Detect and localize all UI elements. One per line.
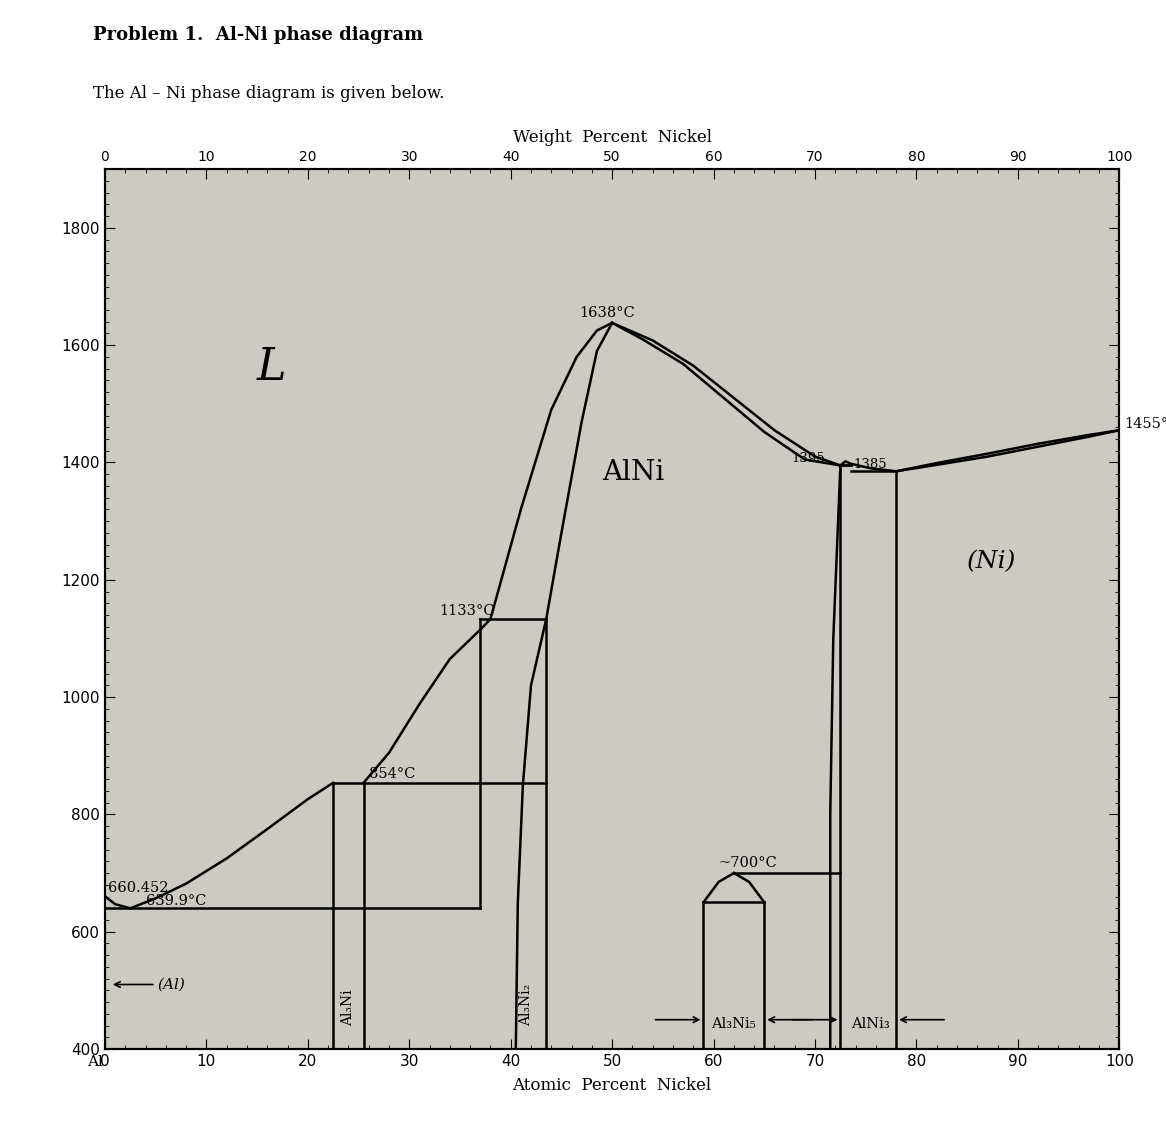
Text: The Al – Ni phase diagram is given below.: The Al – Ni phase diagram is given below…: [93, 85, 444, 102]
Text: 1455°C: 1455°C: [1124, 417, 1166, 431]
Text: 1133°C: 1133°C: [440, 603, 496, 618]
Text: 1395: 1395: [792, 452, 826, 466]
Text: 1385: 1385: [854, 458, 887, 472]
Text: Problem 1.  Al-Ni phase diagram: Problem 1. Al-Ni phase diagram: [93, 26, 423, 44]
Text: ~700°C: ~700°C: [718, 856, 778, 870]
Text: L: L: [257, 346, 287, 389]
Text: Al₃Ni: Al₃Ni: [342, 989, 356, 1025]
Text: Al: Al: [87, 1055, 104, 1069]
X-axis label: Weight  Percent  Nickel: Weight Percent Nickel: [513, 129, 711, 146]
Text: 639.9°C: 639.9°C: [146, 893, 206, 908]
Text: (Ni): (Ni): [967, 550, 1017, 573]
Text: 660.452: 660.452: [108, 881, 168, 895]
Text: Al₃Ni₂: Al₃Ni₂: [519, 984, 533, 1025]
Text: 1638°C: 1638°C: [580, 306, 635, 320]
Text: AlNi₃: AlNi₃: [851, 1017, 890, 1031]
Text: 854°C: 854°C: [368, 767, 415, 781]
Text: AlNi: AlNi: [602, 459, 665, 486]
Text: (Al): (Al): [157, 978, 185, 992]
Text: Al₃Ni₅: Al₃Ni₅: [711, 1017, 757, 1031]
X-axis label: Atomic  Percent  Nickel: Atomic Percent Nickel: [513, 1077, 711, 1094]
